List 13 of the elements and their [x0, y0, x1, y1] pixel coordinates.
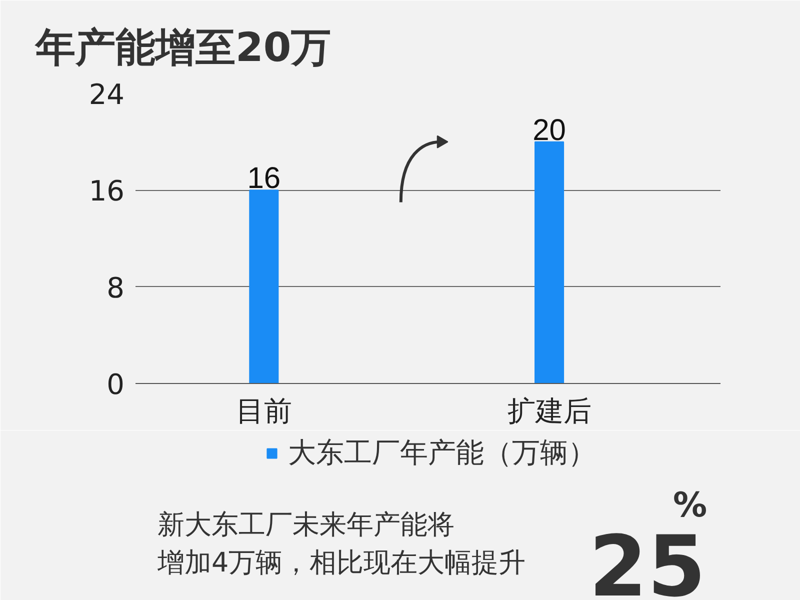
y-tick-label: 16: [88, 174, 125, 208]
legend-label: 大东工厂年产能（万辆）: [288, 435, 596, 471]
data-label: 16: [247, 162, 281, 196]
data-label: 20: [532, 114, 566, 147]
chart-title: 年产能增至20万: [34, 25, 332, 71]
y-tick-label: 8: [106, 271, 125, 304]
x-tick-label: 目前: [236, 394, 292, 428]
text: 25%: [588, 486, 708, 600]
x-tick-label: 扩建后: [507, 394, 592, 428]
text: 增加4万辆，相比现在大幅提升: [156, 548, 526, 578]
text: 新大东工厂未来年产能将: [157, 510, 454, 540]
y-tick-label: 24: [88, 78, 125, 111]
y-tick-label: 0: [106, 368, 125, 401]
